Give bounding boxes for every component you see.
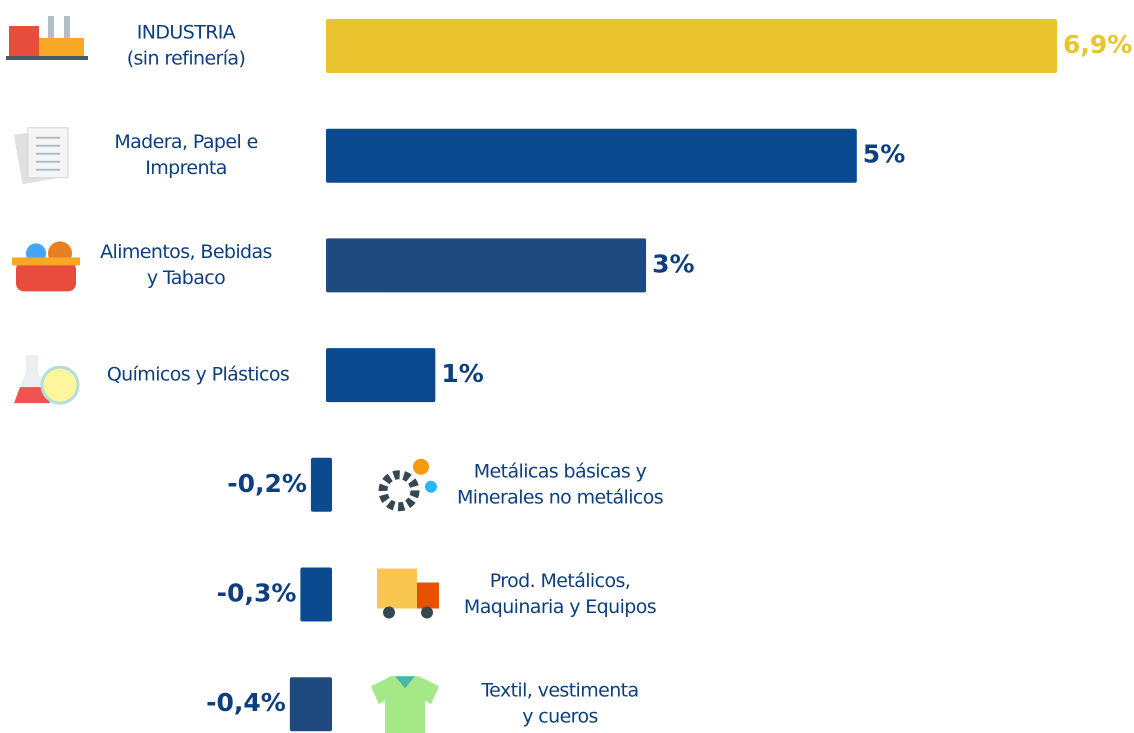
category-label: y cueros [522, 706, 598, 728]
value-label: -0,4% [206, 688, 286, 717]
category-label: Imprenta [145, 157, 227, 179]
bar [326, 128, 857, 183]
icon [12, 241, 80, 292]
category-label: Maquinaria y Equipos [464, 596, 656, 618]
icon-part [421, 606, 433, 619]
icon-part [16, 261, 76, 292]
bar [310, 457, 332, 512]
icon-part [48, 16, 54, 38]
value-label: 5% [863, 140, 905, 169]
category-label: Prod. Metálicos, [490, 570, 630, 592]
category-label: Químicos y Plásticos [107, 364, 289, 386]
icon-part [413, 458, 429, 475]
category-label: Textil, vestimenta [480, 680, 638, 702]
value-label: 3% [652, 249, 694, 278]
icon-part [417, 582, 439, 609]
value-label: -0,2% [227, 469, 307, 498]
icon [378, 458, 437, 512]
bar [326, 238, 647, 293]
category-label: Minerales no metálicos [457, 486, 663, 508]
icon-part [39, 38, 84, 58]
icon [6, 16, 88, 60]
icon-part [40, 365, 80, 405]
category-label: Madera, Papel e [114, 131, 257, 153]
icon-part [9, 26, 39, 58]
icon-part [6, 56, 88, 60]
icon-part [12, 257, 80, 266]
category-label: INDUSTRIA [137, 22, 236, 44]
bar [289, 677, 332, 732]
icon [377, 568, 439, 619]
icon [371, 676, 439, 733]
category-label: (sin refinería) [127, 48, 246, 70]
value-label: -0,3% [217, 579, 297, 608]
bar [326, 19, 1057, 73]
icon-part [371, 676, 439, 733]
icon-part [425, 480, 437, 493]
category-label: Metálicas básicas y [474, 460, 647, 482]
icon-part [378, 470, 420, 512]
value-label: 1% [441, 359, 483, 388]
bar [326, 348, 436, 403]
category-label: Alimentos, Bebidas [100, 241, 272, 263]
icon-part [64, 16, 70, 38]
icon-part [377, 568, 417, 609]
icon-part [14, 387, 50, 404]
icon-part [395, 676, 415, 689]
icon [13, 127, 69, 185]
category-label: y Tabaco [147, 267, 225, 289]
icon-part [383, 606, 395, 619]
value-label: 6,9% [1063, 30, 1132, 59]
bar [300, 567, 332, 622]
icon [14, 355, 80, 405]
